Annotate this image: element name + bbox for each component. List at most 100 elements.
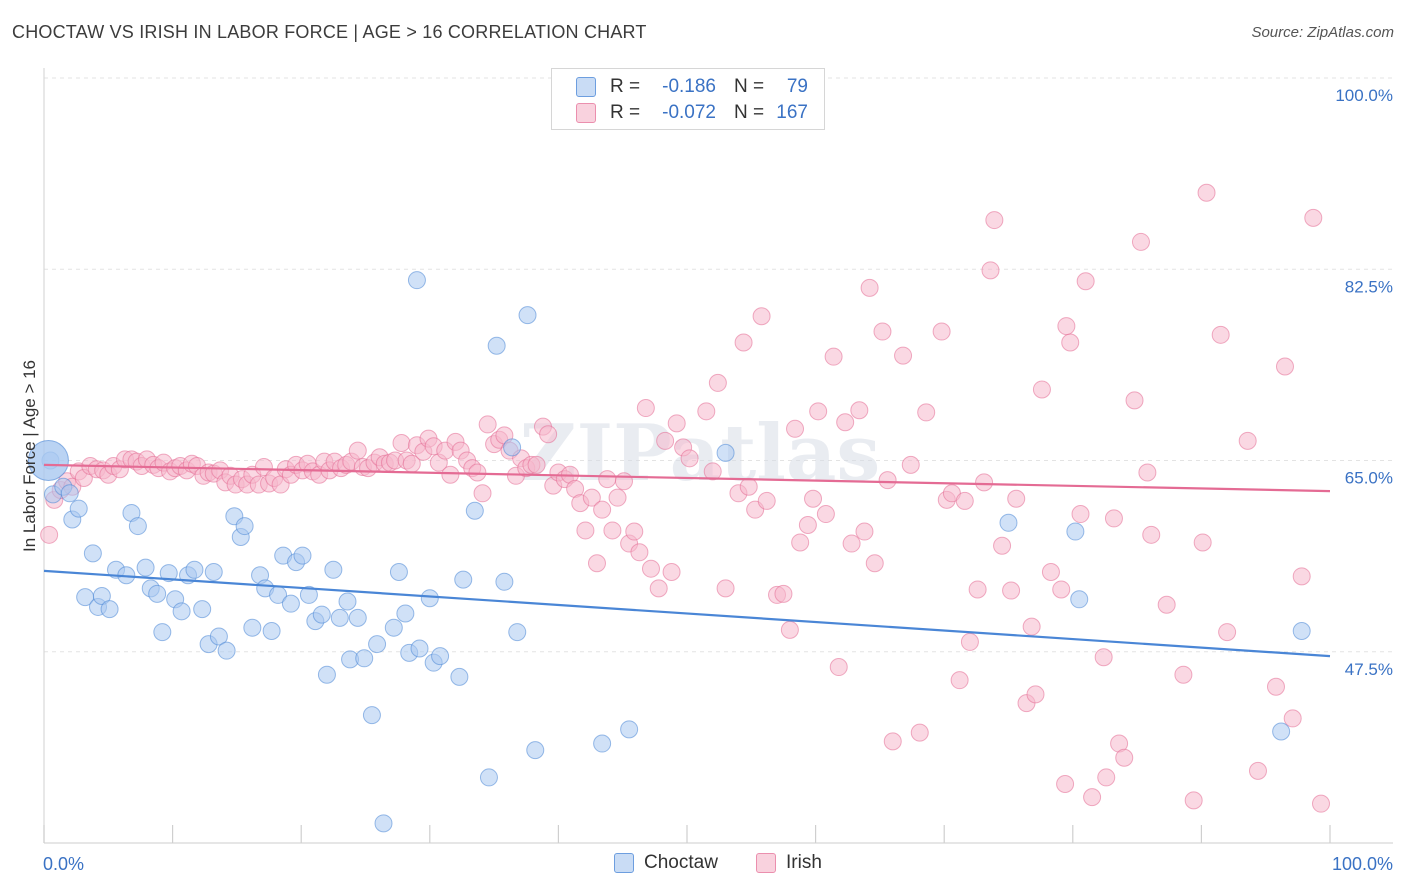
irish-point (662, 562, 681, 581)
irish-point (392, 434, 411, 453)
irish-point (917, 403, 936, 422)
irish-point (703, 462, 722, 481)
choctaw-point (299, 585, 318, 604)
irish-point (1142, 525, 1161, 544)
legend-n-value: 167 (776, 102, 808, 123)
irish-point (1248, 761, 1267, 780)
irish-point (1041, 562, 1060, 581)
choctaw-point (324, 560, 343, 579)
irish-point (1052, 580, 1071, 599)
irish-point (774, 584, 793, 603)
irish-point (1026, 685, 1045, 704)
irish-point (539, 425, 558, 444)
choctaw-point (518, 306, 537, 325)
choctaw-point (312, 605, 331, 624)
irish-point (473, 484, 492, 503)
irish-point (752, 307, 771, 326)
irish-point (576, 521, 595, 540)
gridlines (44, 77, 1393, 653)
legend-n-label: N = (734, 76, 765, 97)
irish-point (985, 211, 1004, 230)
choctaw-point (348, 608, 367, 627)
legend-item-choctaw: Choctaw (614, 852, 718, 874)
irish-point (950, 671, 969, 690)
choctaw-point (27, 440, 69, 481)
irish-point (1007, 489, 1026, 508)
irish-point (680, 449, 699, 468)
irish-point (968, 580, 987, 599)
choctaw-point (83, 544, 102, 563)
irish-point (478, 415, 497, 434)
choctaw-point (620, 720, 639, 739)
legend-r-label: R = (610, 102, 641, 123)
choctaw-point (317, 665, 336, 684)
choctaw-point (243, 618, 262, 637)
irish-point (824, 347, 843, 366)
legend-swatch-choctaw (614, 853, 634, 873)
legend-label-choctaw: Choctaw (644, 852, 718, 873)
choctaw-point (362, 706, 381, 725)
irish-point (667, 414, 686, 433)
irish-point (1022, 617, 1041, 636)
choctaw-point (526, 741, 545, 760)
choctaw-point (495, 572, 514, 591)
choctaw-point (1066, 522, 1085, 541)
legend-swatch-irish (576, 103, 596, 123)
irish-point (1131, 232, 1150, 251)
series-legend: Choctaw Irish (0, 852, 1406, 878)
choctaw-point (100, 600, 119, 619)
y-axis-label: In Labor Force | Age > 16 (20, 359, 39, 553)
chart-title: CHOCTAW VS IRISH IN LABOR FORCE | AGE > … (12, 22, 647, 42)
irish-point (527, 455, 546, 474)
irish-point (1071, 505, 1090, 524)
irish-point (816, 505, 835, 524)
irish-point (855, 522, 874, 541)
irish-point (1056, 774, 1075, 793)
irish-point (780, 620, 799, 639)
choctaw-point (128, 517, 147, 536)
legend-n-value: 79 (786, 76, 808, 97)
irish-point (739, 477, 758, 496)
choctaw-point (136, 558, 155, 577)
irish-point (1197, 183, 1216, 202)
y-tick-labels: 47.5% 65.0% 82.5% 100.0% (1335, 86, 1393, 679)
irish-point (809, 402, 828, 421)
y-tick-label: 82.5% (1345, 277, 1393, 296)
legend-swatch-choctaw (576, 77, 596, 97)
irish-point (842, 534, 861, 553)
irish-point (955, 491, 974, 510)
choctaw-point (465, 501, 484, 520)
choctaw-point (69, 499, 88, 518)
irish-point (656, 431, 675, 450)
choctaw-point (396, 604, 415, 623)
irish-point (1104, 509, 1123, 528)
legend-r-value: -0.186 (662, 76, 716, 97)
choctaw-point (148, 584, 167, 603)
choctaw-point (235, 517, 254, 536)
irish-point (708, 373, 727, 392)
choctaw-point (479, 768, 498, 787)
irish-point (932, 322, 951, 341)
choctaw-point (209, 627, 228, 646)
choctaw-point (185, 560, 204, 579)
choctaw-point (431, 647, 450, 666)
choctaw-point (593, 734, 612, 753)
irish-point (993, 536, 1012, 555)
legend-r-value: -0.072 (662, 102, 716, 123)
irish-trend-line (43, 463, 1331, 493)
irish-point (348, 441, 367, 460)
irish-point (1174, 665, 1193, 684)
choctaw-point (1070, 590, 1089, 609)
x-tick-label-right: 100.0% (1332, 854, 1393, 874)
irish-point (1238, 431, 1257, 450)
choctaw-point (407, 271, 426, 290)
irish-point (40, 525, 59, 544)
legend-swatch-irish (756, 853, 776, 873)
choctaw-point (293, 546, 312, 565)
irish-point (697, 402, 716, 421)
irish-point (1097, 768, 1116, 787)
irish-point (1125, 391, 1144, 410)
choctaw-point (1292, 621, 1311, 640)
choctaw-point (716, 443, 735, 462)
choctaw-point (389, 562, 408, 581)
